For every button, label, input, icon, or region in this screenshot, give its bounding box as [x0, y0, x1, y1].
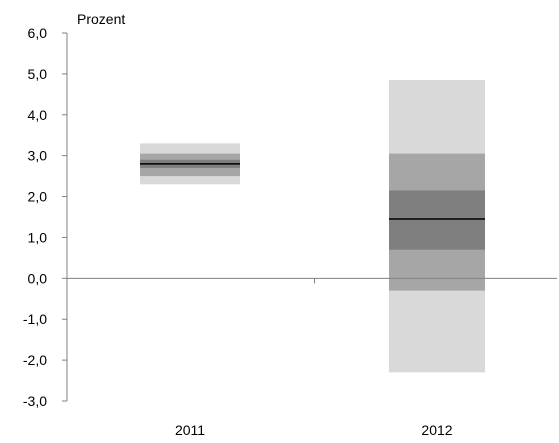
y-tick-label: -1,0 [23, 311, 47, 327]
y-tick-label: 1,0 [28, 229, 48, 245]
fan-2012 [389, 80, 485, 373]
y-tick-label: 6,0 [28, 25, 48, 41]
x-category-label: 2011 [175, 422, 205, 438]
fan-bands [140, 80, 485, 373]
y-tick-label: 2,0 [28, 189, 48, 205]
y-tick-label: 4,0 [28, 107, 48, 123]
x-category-label: 2012 [421, 422, 452, 438]
y-tick-label: 0,0 [28, 270, 48, 286]
y-tick-label: -2,0 [23, 352, 47, 368]
y-tick-label: 5,0 [28, 66, 48, 82]
y-axis-tick-labels: 6,0 5,0 4,0 3,0 2,0 1,0 0,0 -1,0 -2,0 -3,0 [23, 25, 47, 409]
y-tick-label: -3,0 [23, 393, 47, 409]
inner-band [389, 190, 485, 250]
x-axis-category-labels: 2011 2012 [175, 422, 453, 438]
y-tick-label: 3,0 [28, 148, 48, 164]
axes [62, 32, 557, 402]
fan-2011 [140, 143, 240, 185]
y-axis-unit-label: Prozent [77, 11, 125, 27]
